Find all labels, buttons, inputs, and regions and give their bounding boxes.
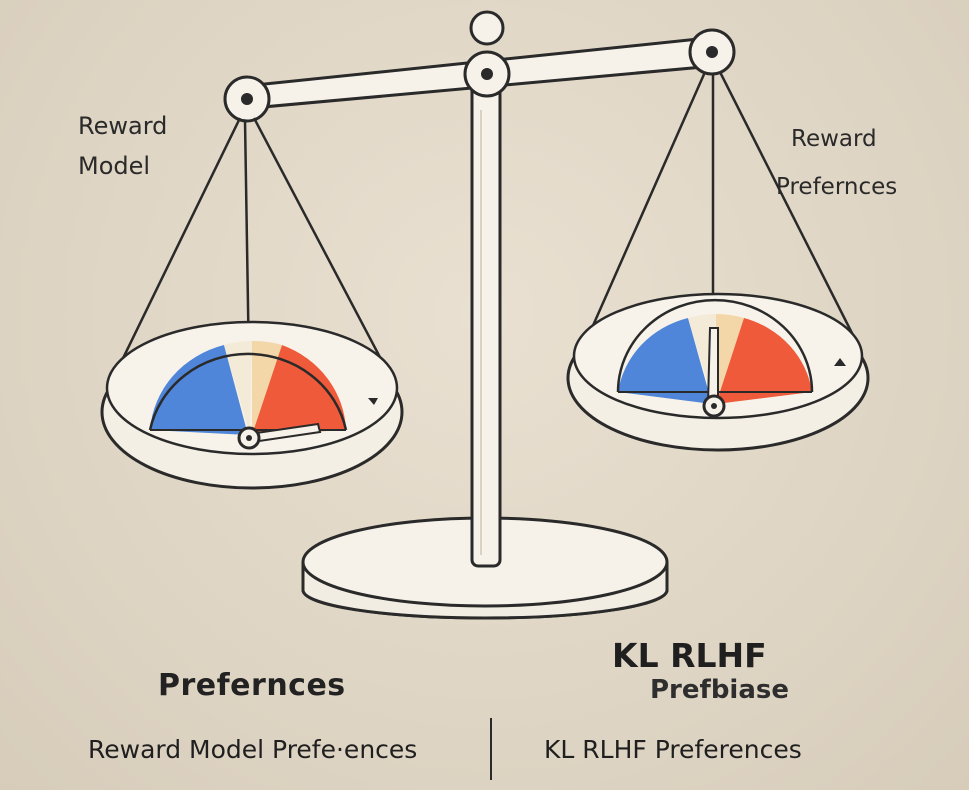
left-label-line2: Model xyxy=(78,152,151,180)
left-gauge xyxy=(148,340,378,450)
right-pivot xyxy=(688,28,736,76)
bottom-divider xyxy=(490,718,492,780)
scale-pole xyxy=(470,76,502,568)
left-caption: Prefernces xyxy=(158,668,346,703)
right-label-line2: Prefernces xyxy=(776,174,898,200)
right-caption-sub: Prefbiase xyxy=(650,675,790,705)
pole-top-knob xyxy=(463,10,511,98)
bottom-right-caption: KL RLHF Preferences xyxy=(544,735,802,764)
right-gauge xyxy=(616,298,846,418)
bottom-left-caption: Reward Model Prefe·ences xyxy=(88,735,418,764)
right-label-line1: Reward xyxy=(791,126,877,152)
left-pivot xyxy=(223,75,271,123)
right-caption-main: KL RLHF xyxy=(612,636,767,675)
left-label-line1: Reward xyxy=(78,112,168,140)
